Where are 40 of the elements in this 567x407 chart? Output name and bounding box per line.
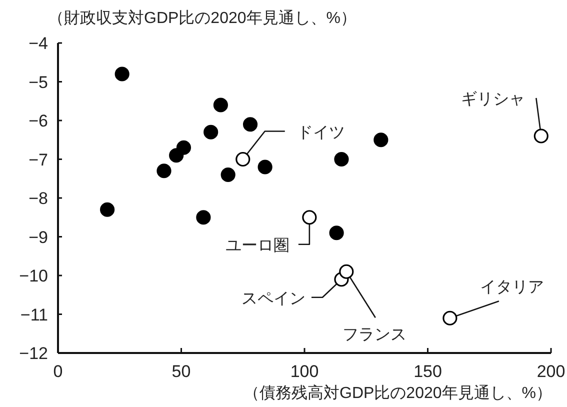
point: [242, 117, 258, 132]
point: [534, 128, 548, 144]
annotation: スペイン: [241, 290, 306, 308]
x-tick-label: 100: [290, 362, 319, 381]
point: [442, 310, 458, 326]
point: [334, 152, 349, 167]
point: [236, 152, 250, 167]
point: [196, 210, 211, 225]
point: [176, 140, 192, 155]
y-tick-label: −7: [28, 150, 48, 170]
point: [156, 164, 172, 178]
y-tick-label: −6: [28, 112, 48, 130]
annotation: ユーロ圏: [225, 237, 290, 254]
y-tick-label: −9: [28, 228, 48, 247]
annotation: ギリシャ: [461, 90, 526, 108]
point: [114, 66, 130, 82]
point: [339, 264, 354, 279]
annotation: ドイツ: [296, 124, 345, 142]
chart-title: （財政収支対GDP比の2020年見通し、%）: [48, 9, 356, 27]
point: [220, 167, 236, 182]
y-tick-label: −8: [28, 189, 48, 208]
annotation: イタリア: [480, 279, 544, 296]
point: [100, 202, 115, 217]
y-tick-label: −5: [28, 72, 48, 92]
x-tick-label: 0: [53, 362, 63, 381]
point: [374, 132, 388, 148]
y-tick-label: −11: [20, 305, 48, 324]
annotation: フランス: [342, 326, 406, 344]
y-tick-label: −12: [19, 344, 48, 363]
y-tick-label: −10: [19, 266, 48, 286]
point: [258, 160, 272, 174]
x-tick-label: 150: [414, 362, 442, 381]
y-tick-label: −4: [28, 34, 48, 53]
x-tick-label: 50: [172, 362, 191, 381]
point: [204, 124, 218, 140]
x-axis-title: （債務残高対GDP比の2020年見通し、%）: [244, 384, 552, 402]
point: [329, 226, 344, 240]
x-tick-label: 200: [536, 362, 566, 381]
point: [213, 98, 228, 112]
point: [302, 210, 317, 225]
